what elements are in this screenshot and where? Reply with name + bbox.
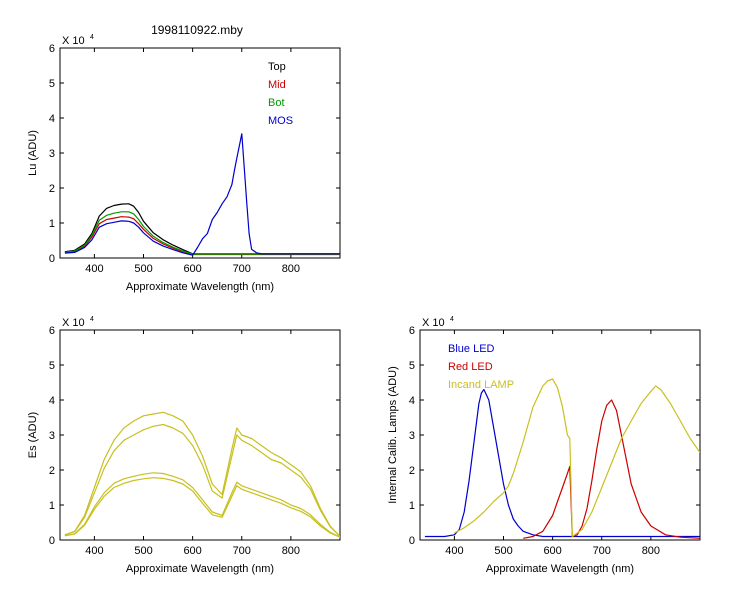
y-tick-label: 5 xyxy=(49,360,55,372)
series-group xyxy=(64,411,340,538)
series-line-red-led xyxy=(523,399,700,539)
y-multiplier-label: X 10 xyxy=(62,317,85,329)
x-tick-label: 800 xyxy=(642,545,660,557)
series-line-mid xyxy=(64,216,340,256)
x-tick-label: 600 xyxy=(183,545,201,557)
legend-entry-mos: MOS xyxy=(268,115,293,127)
y-axis-label: Internal Calib. Lamps (ADU) xyxy=(387,366,399,504)
y-tick-label: 3 xyxy=(49,430,55,442)
chart-es: 400 500 600 700 800 0 1 2 3 4 5 6 X 10 4 Approximate W… xyxy=(27,316,341,575)
y-tick-label: 1 xyxy=(49,218,55,230)
x-tick-label: 500 xyxy=(134,263,152,275)
y-tick-label: 5 xyxy=(409,360,415,372)
legend-entry-red-led: Red LED xyxy=(448,361,493,373)
series-line-trace-3 xyxy=(64,477,340,538)
figure-title: 1998110922.mby xyxy=(151,23,243,37)
x-tick-label: 400 xyxy=(85,263,103,275)
y-tick-label: 4 xyxy=(49,113,55,125)
series-line-top xyxy=(64,203,340,255)
x-axis-label: Approximate Wavelength (nm) xyxy=(486,563,634,575)
series-line-trace-2 xyxy=(64,472,340,538)
series-group xyxy=(424,378,700,539)
y-tick-label: 0 xyxy=(409,535,415,547)
y-tick-label: 5 xyxy=(49,78,55,90)
y-tick-label: 1 xyxy=(49,500,55,512)
y-exponent-label: 4 xyxy=(450,316,454,323)
series-line-bot xyxy=(64,211,340,255)
y-tick-label: 6 xyxy=(49,325,55,337)
legend-entry-blue-led: Blue LED xyxy=(448,343,495,355)
y-tick-label: 4 xyxy=(409,395,415,407)
x-tick-label: 500 xyxy=(494,545,512,557)
series-line-blue-led xyxy=(424,388,700,538)
y-tick-label: 1 xyxy=(409,500,415,512)
x-tick-label: 700 xyxy=(233,545,251,557)
y-tick-label: 0 xyxy=(49,535,55,547)
y-tick-label: 3 xyxy=(409,430,415,442)
chart-lamps: 400 500 600 700 800 0 1 2 3 4 5 6 X 10 4 Approximate W… xyxy=(387,316,701,575)
y-exponent-label: 4 xyxy=(90,316,94,323)
legend-entry-mid: Mid xyxy=(268,79,286,91)
x-tick-label: 800 xyxy=(282,545,300,557)
series-line-incand-lamp xyxy=(454,378,700,538)
series-line-trace-1 xyxy=(64,423,340,537)
y-tick-label: 2 xyxy=(49,465,55,477)
series-line-mos xyxy=(64,133,340,256)
x-tick-label: 800 xyxy=(282,263,300,275)
chart-lu: 400 500 600 700 800 0 1 2 3 4 5 6 X 10 4 Approximate W… xyxy=(27,34,341,293)
x-tick-label: 700 xyxy=(233,263,251,275)
y-tick-label: 6 xyxy=(49,43,55,55)
y-tick-label: 2 xyxy=(49,183,55,195)
x-tick-label: 600 xyxy=(543,545,561,557)
y-exponent-label: 4 xyxy=(90,34,94,41)
x-tick-label: 400 xyxy=(85,545,103,557)
plot-area-frame xyxy=(59,329,341,541)
y-axis-label: Lu (ADU) xyxy=(27,130,39,176)
x-tick-label: 600 xyxy=(183,263,201,275)
x-axis-label: Approximate Wavelength (nm) xyxy=(126,563,274,575)
legend-entry-bot: Bot xyxy=(268,97,285,109)
legend-entry-top: Top xyxy=(268,61,286,73)
y-multiplier-label: X 10 xyxy=(62,35,85,47)
y-tick-label: 4 xyxy=(49,395,55,407)
y-multiplier-label: X 10 xyxy=(422,317,445,329)
y-tick-label: 0 xyxy=(49,253,55,265)
y-tick-label: 3 xyxy=(49,148,55,160)
y-tick-label: 6 xyxy=(409,325,415,337)
series-group xyxy=(64,133,340,256)
y-tick-label: 2 xyxy=(409,465,415,477)
x-tick-label: 700 xyxy=(593,545,611,557)
series-line-trace-0 xyxy=(64,411,340,537)
x-axis-label: Approximate Wavelength (nm) xyxy=(126,281,274,293)
x-tick-label: 500 xyxy=(134,545,152,557)
y-axis-label: Es (ADU) xyxy=(27,412,39,458)
legend-entry-incand-lamp: Incand LAMP xyxy=(448,379,514,391)
x-tick-label: 400 xyxy=(445,545,463,557)
